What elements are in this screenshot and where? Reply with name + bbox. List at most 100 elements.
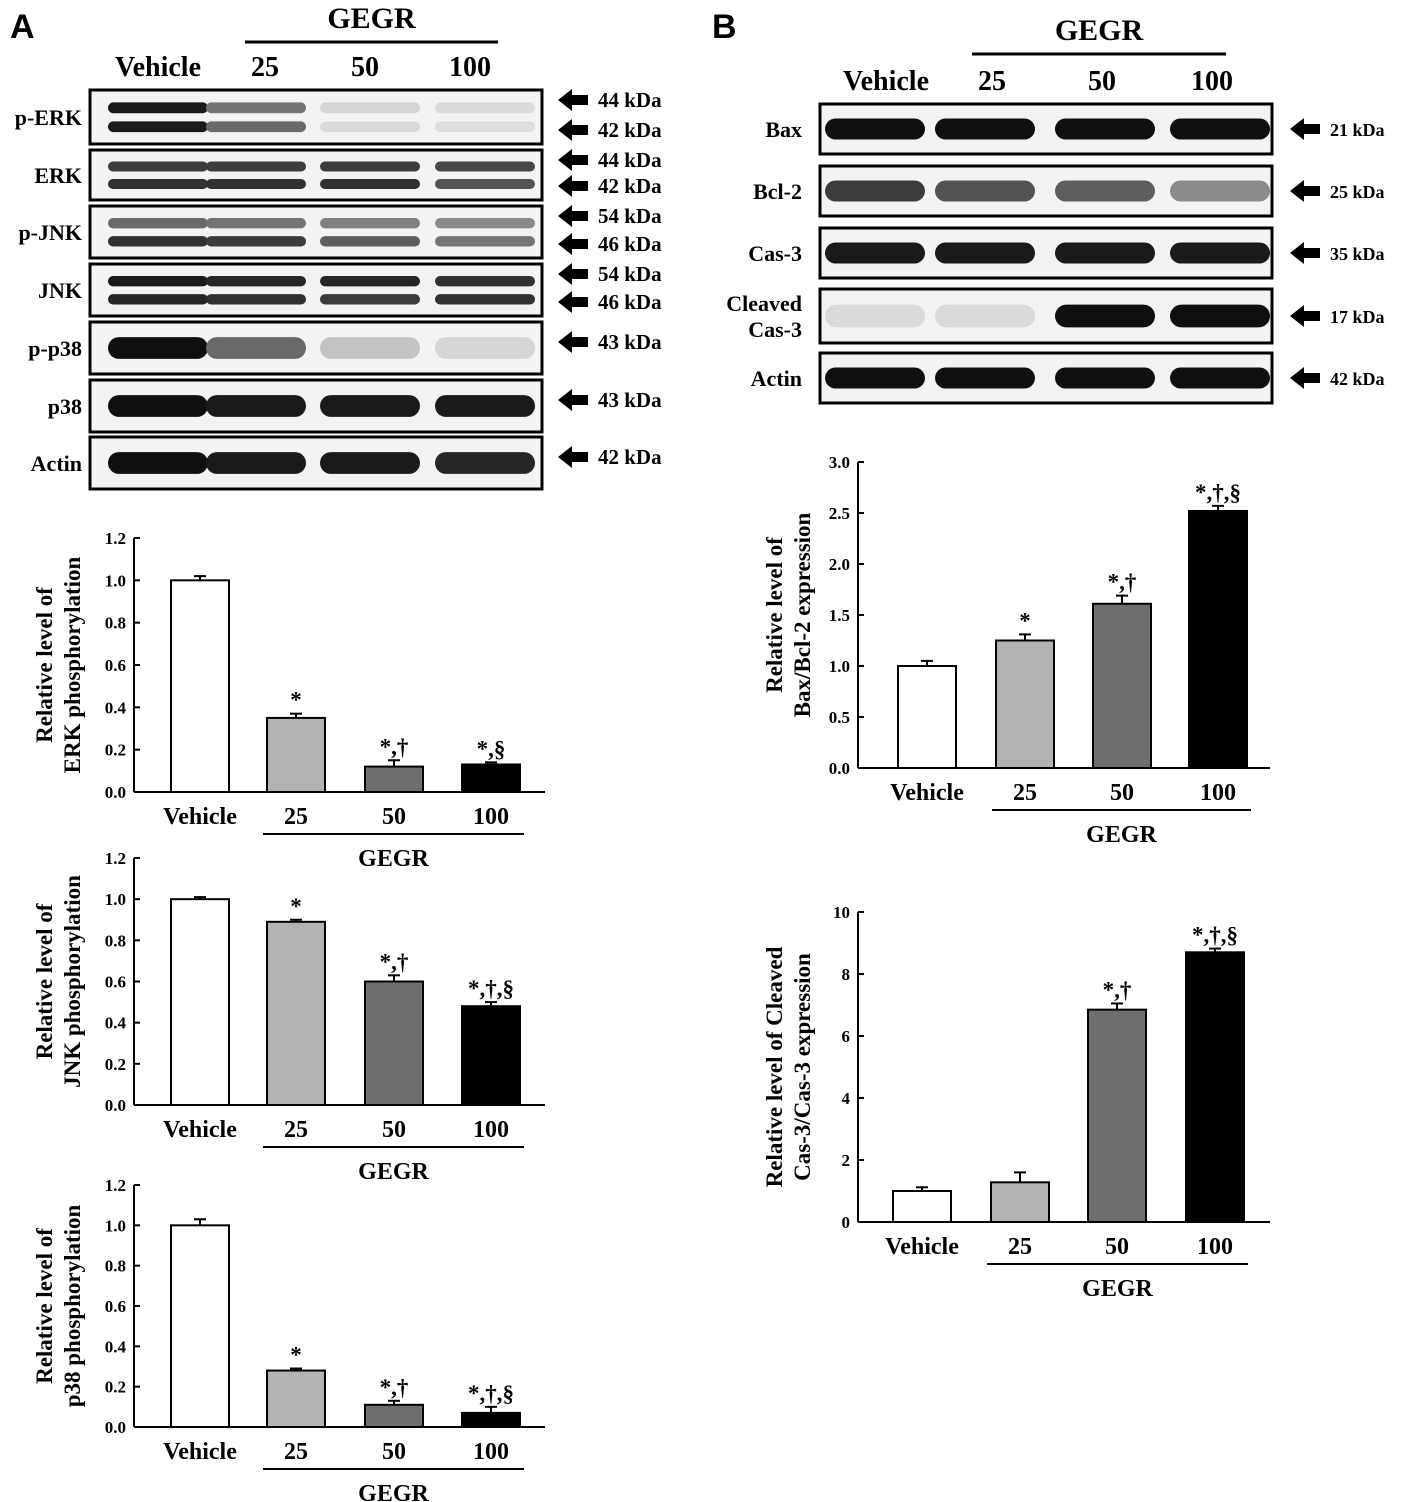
panel-b-band — [935, 367, 1035, 389]
jnk-x-tick-label: Vehicle — [163, 1117, 237, 1143]
panel-a-band — [435, 236, 535, 247]
panel-a-band — [206, 452, 306, 474]
jnk-phosphorylation-chart: 0.0 0.2 0.4 0.6 0.8 1.0 1.2 Relative level of JN… — [32, 849, 545, 1185]
panel-a-row-label: JNK — [38, 278, 82, 303]
jnk-y-label: JNK phosphorylation — [60, 875, 85, 1088]
panel-a-marker-label: 46 kDa — [598, 232, 662, 256]
panel-b-band — [1055, 367, 1155, 389]
erk-y-label: ERK phosphorylation — [60, 556, 85, 773]
p38-y-tick-label: 1.0 — [105, 1216, 126, 1235]
jnk-bar-50 — [364, 980, 424, 1106]
erk-y-label: Relative level of — [32, 587, 57, 743]
panel-b-band — [825, 367, 925, 389]
jnk-y-tick-label: 0.4 — [105, 1014, 127, 1033]
panel-a-blot-jnk — [88, 262, 544, 318]
jnk-y-tick-label: 0.2 — [105, 1055, 126, 1074]
panel-a-band — [108, 395, 208, 417]
panel-a-marker-label: 42 kDa — [598, 445, 662, 469]
p38-significance-label: *,† — [380, 1375, 409, 1400]
jnk-x-tick-label: 100 — [473, 1117, 509, 1143]
p38-phosphorylation-chart: 0.0 0.2 0.4 0.6 0.8 1.0 1.2 Relative level of p3… — [32, 1176, 545, 1502]
panel-a-arrow-icon — [558, 149, 588, 171]
baxbcl2-y-tick-label: 0.5 — [829, 708, 850, 727]
panel-a-band — [108, 102, 208, 114]
panel-a-band — [108, 294, 208, 305]
panel-a-band — [108, 179, 208, 189]
panel-a-arrow-icon — [558, 89, 588, 111]
baxbcl2-significance-label: * — [1019, 608, 1031, 633]
p38-y-tick-label: 0.4 — [105, 1337, 127, 1356]
erk-significance-label: * — [290, 688, 302, 713]
baxbcl2-bar-25 — [995, 639, 1055, 769]
jnk-y-tick-label: 1.2 — [105, 849, 126, 868]
panel-a-marker-label: 43 kDa — [598, 388, 662, 412]
cas3-significance-label: *,†,§ — [1192, 923, 1238, 948]
p38-y-tick-label: 0.0 — [105, 1418, 126, 1437]
panel-b-band — [935, 242, 1035, 264]
panel-a-arrow-icon — [558, 233, 588, 255]
panel-a-band — [320, 161, 420, 172]
panel-b-band — [1170, 242, 1270, 264]
baxbcl2-x-tick-label: 25 — [1013, 780, 1037, 806]
cas3-y-tick-label: 8 — [842, 965, 851, 984]
panel-a-arrow-icon — [558, 263, 588, 285]
panel-b-band — [825, 304, 925, 328]
cleaved-cas3-expression-chart: 0 2 4 6 8 10 Relative level of Cleaved Cas-3/Ca… — [762, 903, 1270, 1302]
panel-a-marker-label: 54 kDa — [598, 204, 662, 228]
panel-a-band — [320, 179, 420, 189]
panel-b-band — [1055, 118, 1155, 140]
baxbcl2-y-tick-label: 3.0 — [829, 453, 850, 472]
panel-a-arrow-icon — [558, 175, 588, 197]
jnk-y-tick-label: 0.0 — [105, 1096, 126, 1115]
jnk-group-label: GEGR — [358, 1159, 429, 1185]
panel-b-band — [1170, 367, 1270, 389]
panel-a-band — [320, 275, 420, 287]
p38-y-label: p38 phosphorylation — [60, 1204, 85, 1407]
cas3-significance-label: *,† — [1103, 977, 1132, 1002]
jnk-y-label: Relative level of — [32, 903, 57, 1059]
panel-a-band — [320, 236, 420, 247]
panel-a-marker-label: 42 kDa — [598, 174, 662, 198]
cas3-y-tick-label: 0 — [842, 1213, 851, 1232]
jnk-y-tick-label: 0.6 — [105, 973, 126, 992]
erk-x-tick-label: 50 — [382, 804, 406, 830]
erk-y-tick-label: 0.8 — [105, 614, 126, 633]
bax-bcl2-expression-chart: 0.0 0.5 1.0 1.5 2.0 2.5 3.0 Relative level of Ba… — [762, 453, 1270, 848]
baxbcl2-y-tick-label: 2.0 — [829, 555, 850, 574]
panel-a-row-label: p-p38 — [28, 336, 82, 361]
panel-a-band — [320, 395, 420, 417]
p38-bar-50 — [364, 1403, 424, 1428]
panel-a-band — [435, 275, 535, 287]
panel-a-row-label: Actin — [31, 451, 82, 476]
p38-y-tick-label: 0.2 — [105, 1378, 126, 1397]
panel-b-band — [1170, 304, 1270, 328]
cas3-y-label: Relative level of Cleaved — [762, 946, 787, 1187]
panel-a-band — [108, 275, 208, 287]
erk-y-tick-label: 1.0 — [105, 571, 126, 590]
panel-a-band — [320, 121, 420, 133]
p38-significance-label: * — [290, 1343, 302, 1368]
panel-a-letter: A — [10, 8, 35, 46]
baxbcl2-bar-100 — [1188, 509, 1248, 769]
panel-a-band — [206, 275, 306, 287]
cas3-group-label: GEGR — [1082, 1276, 1153, 1302]
cas3-y-tick-label: 2 — [842, 1151, 851, 1170]
jnk-significance-label: * — [290, 894, 302, 919]
jnk-x-tick-label: 25 — [284, 1117, 308, 1143]
panel-a-band — [320, 294, 420, 305]
panel-a-row-label: p-JNK — [18, 220, 82, 245]
panel-a-band — [320, 452, 420, 474]
panel-b-lane-label-vehicle: Vehicle — [843, 66, 929, 97]
erk-y-tick-label: 0.6 — [105, 656, 126, 675]
cas3-bar-Vehicle — [892, 1190, 952, 1223]
panel-b-band — [1055, 180, 1155, 202]
panel-a-arrow-icon — [558, 119, 588, 141]
cas3-x-tick-label: 50 — [1105, 1234, 1129, 1260]
p38-y-label: Relative level of — [32, 1228, 57, 1384]
panel-a-blot-p-erk — [88, 88, 544, 146]
panel-a-arrow-icon — [558, 291, 588, 313]
erk-bar-100 — [461, 763, 521, 794]
panel-a-band — [435, 217, 535, 229]
p38-x-tick-label: 100 — [473, 1439, 509, 1465]
panel-b-row-label: Cas-3 — [748, 241, 802, 266]
